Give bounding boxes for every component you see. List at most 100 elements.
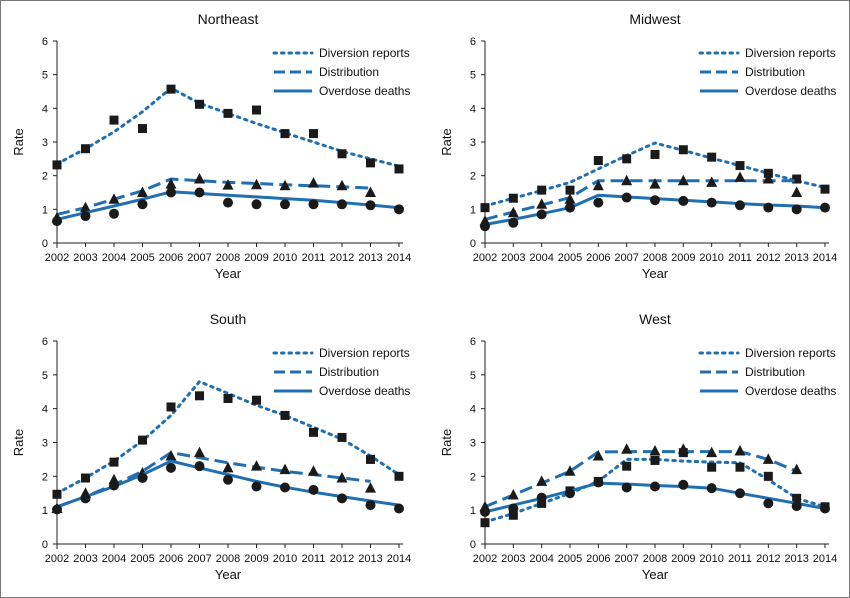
data-point-square: [508, 193, 518, 203]
data-point-circle: [251, 481, 262, 492]
data-point-circle: [394, 503, 404, 514]
y-tick-label: 2: [470, 471, 476, 483]
data-point-circle: [137, 473, 148, 484]
data-point-circle: [791, 204, 802, 215]
series-distribution: [51, 173, 376, 223]
data-point-square: [195, 99, 204, 109]
data-point-square: [593, 156, 603, 166]
y-tick-label: 1: [42, 505, 48, 517]
legend-label: Distribution: [319, 365, 379, 379]
y-tick-label: 4: [470, 404, 476, 416]
data-point-triangle: [222, 179, 234, 190]
y-tick-label: 3: [42, 438, 48, 450]
data-point-square: [678, 145, 688, 155]
data-point-square: [337, 149, 347, 159]
data-point-triangle: [762, 453, 774, 464]
data-point-triangle: [649, 178, 661, 189]
y-tick-label: 3: [42, 137, 48, 149]
data-point-square: [820, 184, 830, 194]
x-tick-label: 2011: [728, 252, 752, 264]
y-tick-label: 4: [470, 103, 476, 115]
y-tick-label: 6: [470, 336, 476, 348]
x-tick-label: 2003: [501, 553, 525, 565]
data-point-triangle: [706, 176, 718, 187]
x-tick-label: 2009: [671, 553, 695, 565]
y-tick-label: 3: [470, 137, 476, 149]
data-point-triangle: [308, 177, 319, 188]
legend: Diversion reports Distribution Overdose de…: [272, 46, 410, 98]
data-point-circle: [706, 197, 717, 208]
y-tick-label: 0: [42, 539, 48, 551]
y-tick-label: 5: [42, 370, 48, 382]
data-point-square: [735, 462, 745, 472]
y-tick-label: 5: [470, 70, 476, 82]
legend-label: Overdose deaths: [319, 84, 410, 98]
x-tick-label: 2012: [756, 252, 780, 264]
data-point-square: [622, 461, 632, 471]
series-line-distribution: [484, 450, 798, 509]
y-tick-label: 3: [470, 438, 476, 450]
data-point-circle: [536, 492, 547, 503]
data-point-square: [309, 427, 318, 437]
data-point-triangle: [621, 443, 633, 454]
panel-midwest: Midwest 0 1 2 3 4 5 6 2002 2003 2004 2005 2006 2007 20…: [439, 11, 837, 281]
y-axis-label: Rate: [11, 128, 26, 155]
legend: Diversion reports Distribution Overdose de…: [272, 346, 410, 398]
y-tick-label: 4: [42, 404, 48, 416]
data-point-circle: [52, 216, 62, 227]
data-point-square: [138, 435, 147, 445]
data-point-square: [792, 174, 802, 184]
series-distribution: [479, 171, 803, 226]
data-point-square: [537, 498, 547, 508]
y-tick-label: 2: [42, 171, 48, 183]
data-point-square: [565, 185, 575, 195]
series-overdose-deaths: [52, 459, 404, 515]
legend-label: Distribution: [745, 65, 805, 79]
x-tick-label: 2008: [216, 553, 240, 565]
data-point-triangle: [336, 179, 348, 191]
data-point-square: [109, 115, 119, 125]
data-point-square: [394, 164, 404, 174]
x-tick-label: 2005: [130, 553, 154, 565]
legend-label: Overdose deaths: [745, 384, 836, 398]
x-tick-label: 2010: [273, 252, 297, 264]
x-axis-label: Year: [642, 567, 669, 582]
panel-northeast: Northeast 0 1 2 3 4 5 6 2002 2003 2004 2005 2006 2007…: [11, 11, 411, 281]
data-point-circle: [223, 197, 233, 208]
y-tick-label: 1: [42, 204, 48, 216]
x-tick-label: 2013: [358, 252, 382, 264]
x-tick-label: 2004: [529, 252, 553, 264]
x-tick-label: 2013: [784, 252, 808, 264]
data-point-square: [707, 462, 717, 472]
x-tick-label: 2014: [387, 252, 411, 264]
data-point-square: [166, 402, 176, 412]
x-tick-label: 2007: [187, 252, 211, 264]
x-tick-label: 2002: [473, 553, 497, 565]
legend-label: Diversion reports: [745, 46, 836, 60]
y-tick-label: 6: [42, 36, 48, 48]
data-point-triangle: [194, 173, 205, 184]
series-overdose-deaths: [52, 187, 404, 227]
data-point-circle: [621, 482, 632, 493]
series-diversion-reports: [52, 84, 404, 174]
data-point-triangle: [165, 450, 177, 461]
x-tick-label: 2010: [699, 252, 723, 264]
x-axis-label: Year: [215, 266, 242, 281]
y-tick-label: 0: [470, 539, 476, 551]
x-tick-label: 2004: [102, 252, 126, 264]
data-point-circle: [621, 192, 632, 203]
data-point-square: [138, 124, 147, 134]
x-tick-label: 2005: [558, 252, 582, 264]
data-point-circle: [735, 488, 745, 499]
data-point-square: [195, 391, 204, 401]
data-point-triangle: [734, 444, 746, 456]
x-tick-label: 2012: [330, 252, 354, 264]
data-point-square: [650, 455, 660, 465]
x-tick-label: 2007: [614, 252, 638, 264]
data-point-triangle: [734, 171, 746, 182]
data-point-circle: [166, 187, 176, 198]
x-tick-label: 2009: [244, 553, 268, 565]
x-tick-label: 2008: [216, 252, 240, 264]
x-tick-label: 2014: [813, 252, 837, 264]
